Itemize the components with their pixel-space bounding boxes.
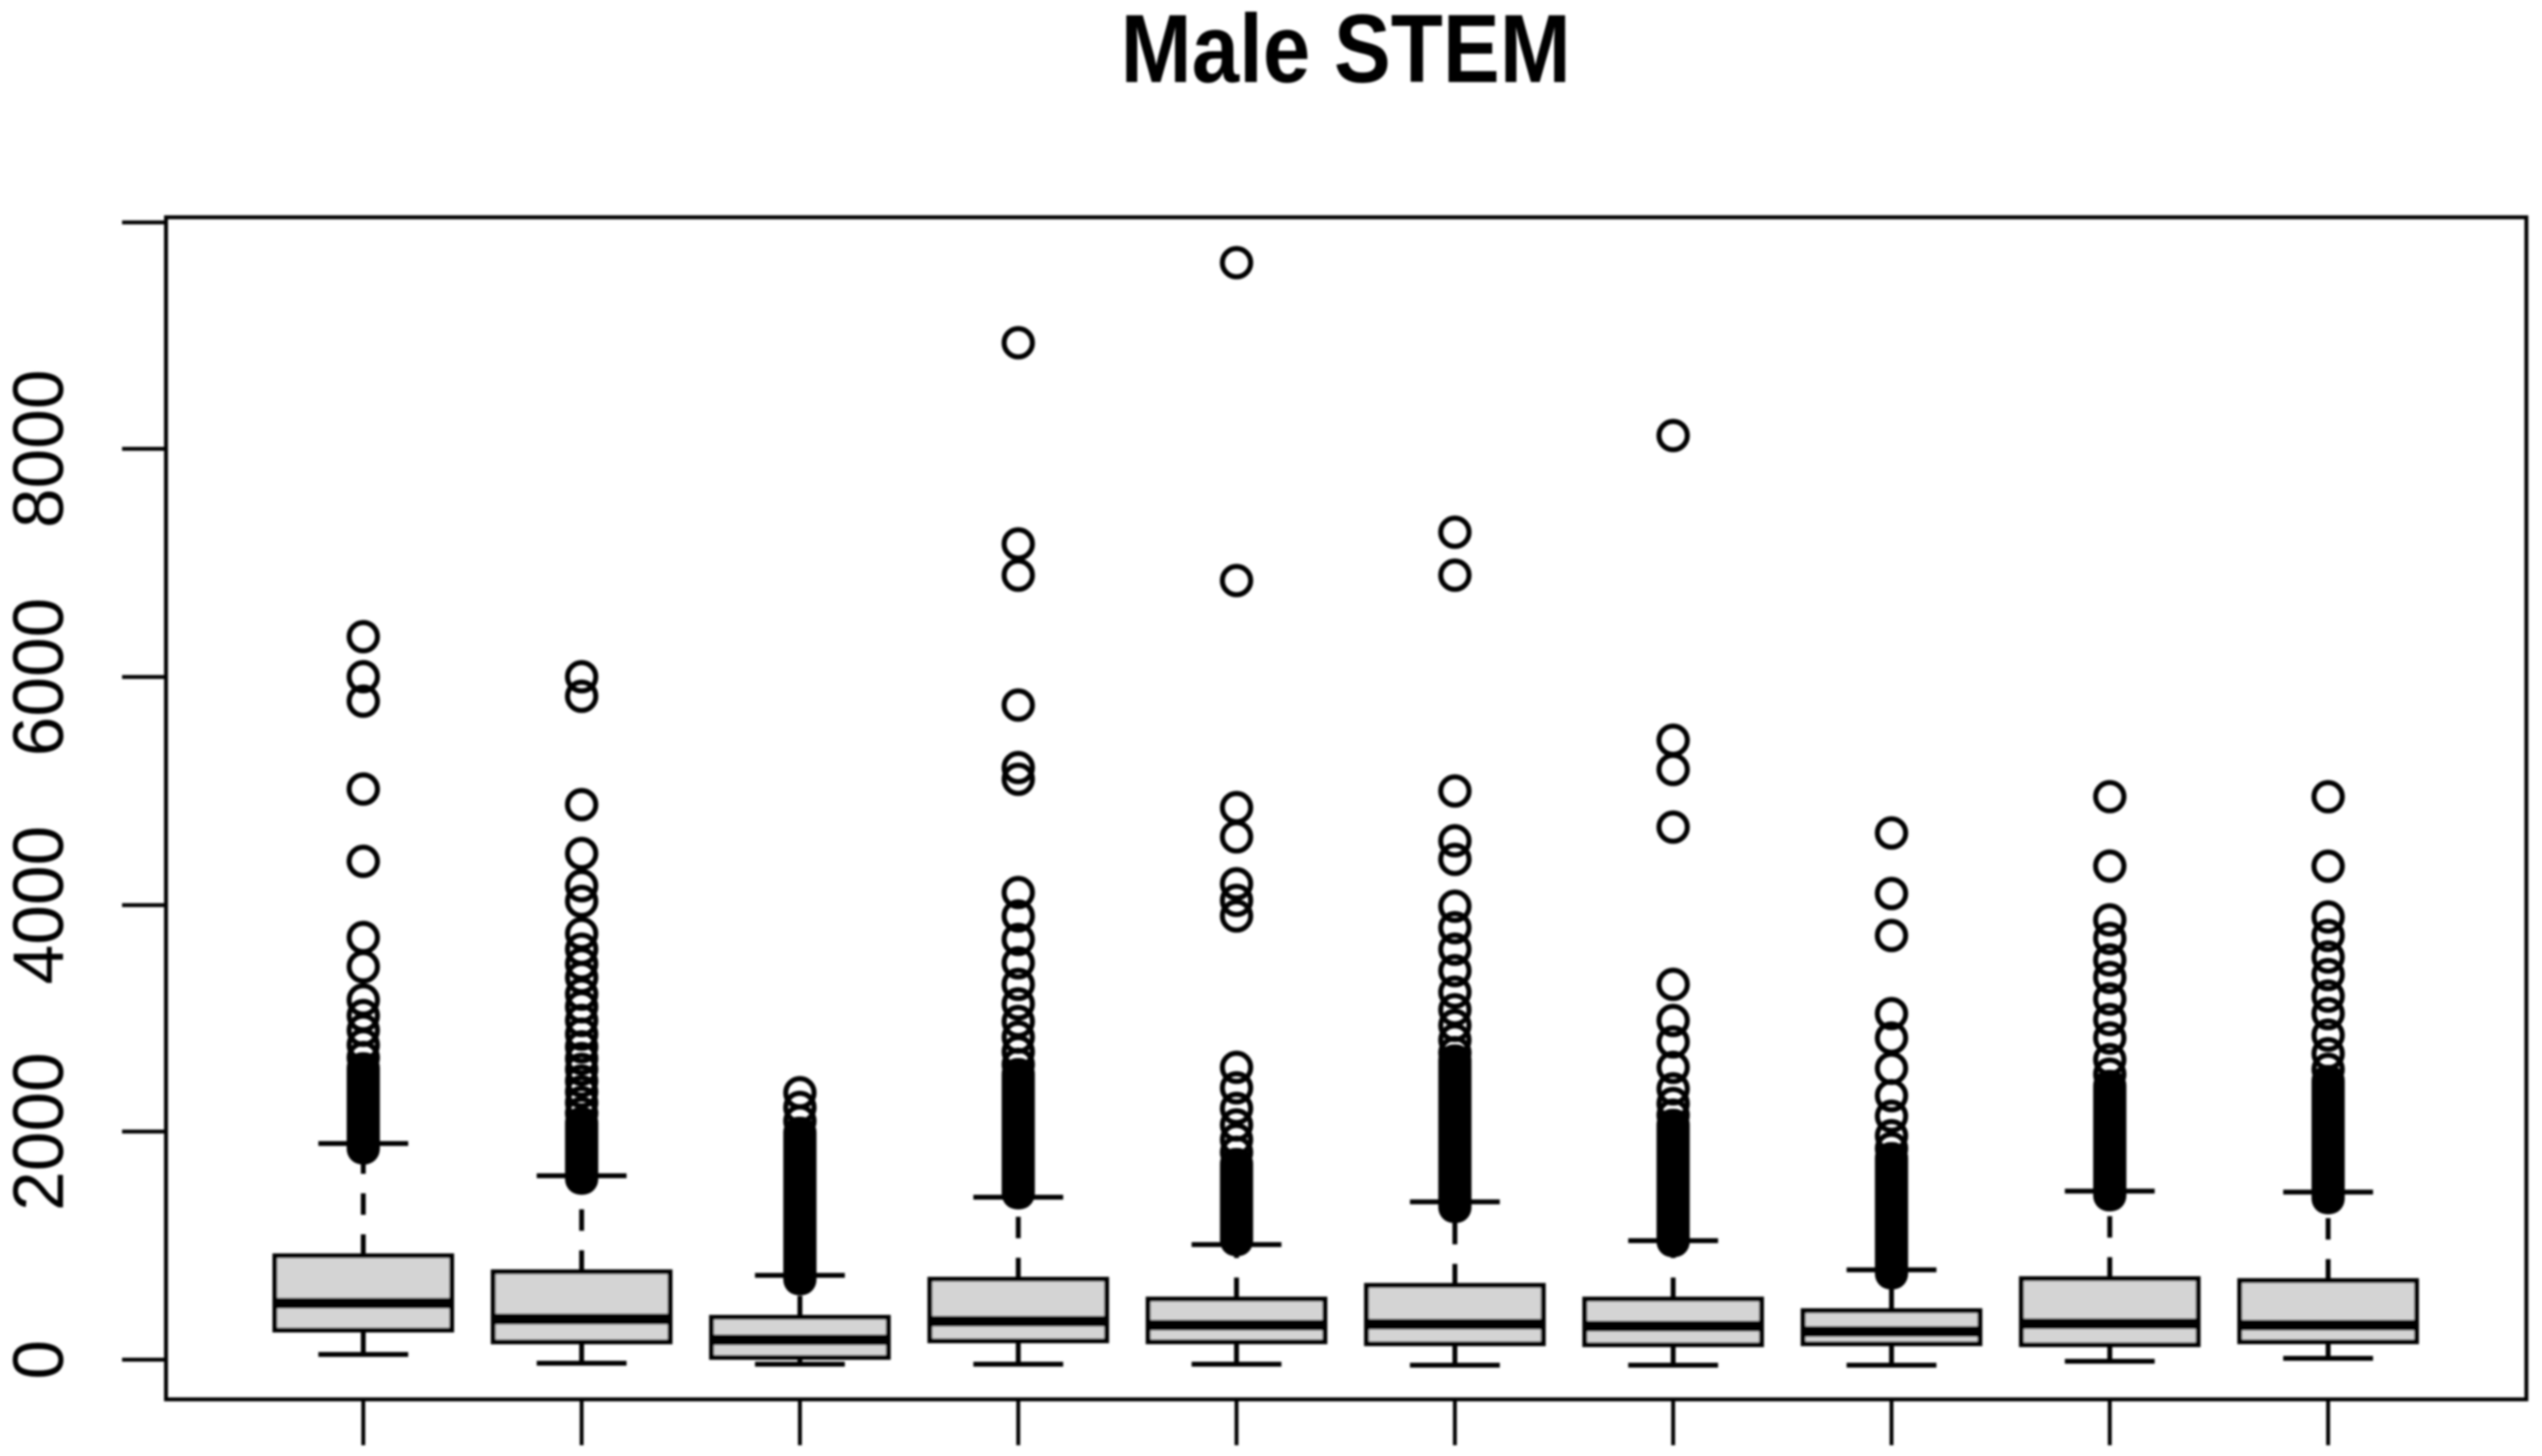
svg-text:Male STEM: Male STEM: [1121, 0, 1571, 103]
svg-text:2000: 2000: [0, 1053, 79, 1211]
svg-text:4000: 4000: [0, 826, 79, 984]
svg-text:8000: 8000: [0, 369, 79, 527]
svg-text:6000: 6000: [0, 598, 79, 756]
svg-text:0: 0: [0, 1340, 79, 1380]
